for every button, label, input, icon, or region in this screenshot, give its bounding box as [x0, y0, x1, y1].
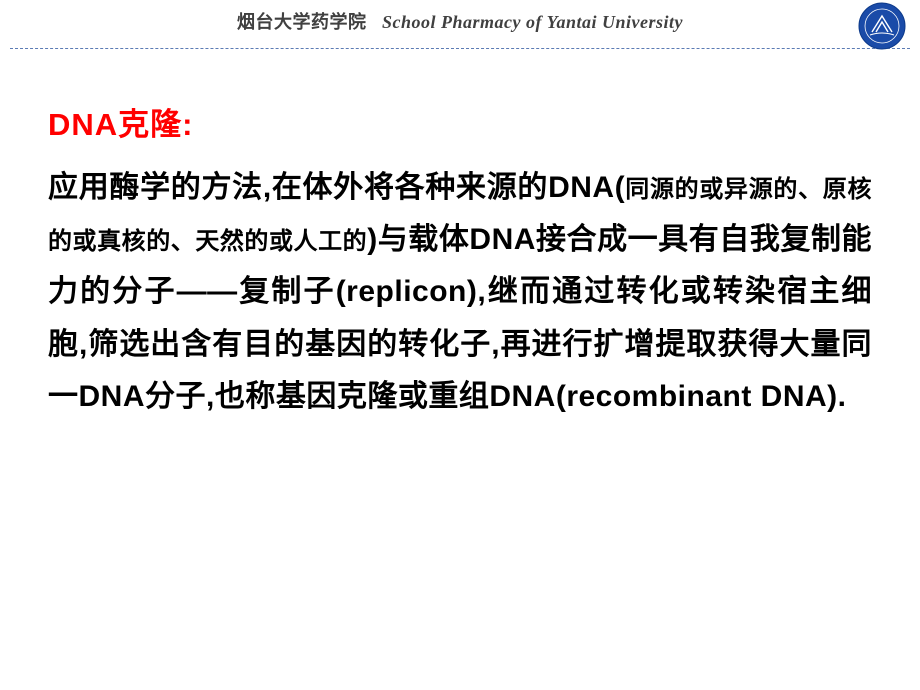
content-title: DNA克隆:: [48, 99, 872, 144]
body-seg1: 应用酶学的方法,在体外将各种来源的DNA(: [48, 171, 625, 204]
university-logo-icon: [858, 2, 906, 50]
header-text: 烟台大学药学院 School Pharmacy of Yantai Univer…: [0, 0, 920, 34]
content-body: 应用酶学的方法,在体外将各种来源的DNA(同源的或异源的、原核的或真核的、天然的…: [48, 162, 872, 423]
header-cn: 烟台大学药学院: [237, 12, 367, 32]
header-en: School Pharmacy of Yantai University: [382, 12, 683, 32]
slide-header: 烟台大学药学院 School Pharmacy of Yantai Univer…: [0, 0, 920, 48]
slide-content: DNA克隆: 应用酶学的方法,在体外将各种来源的DNA(同源的或异源的、原核的或…: [0, 49, 920, 423]
